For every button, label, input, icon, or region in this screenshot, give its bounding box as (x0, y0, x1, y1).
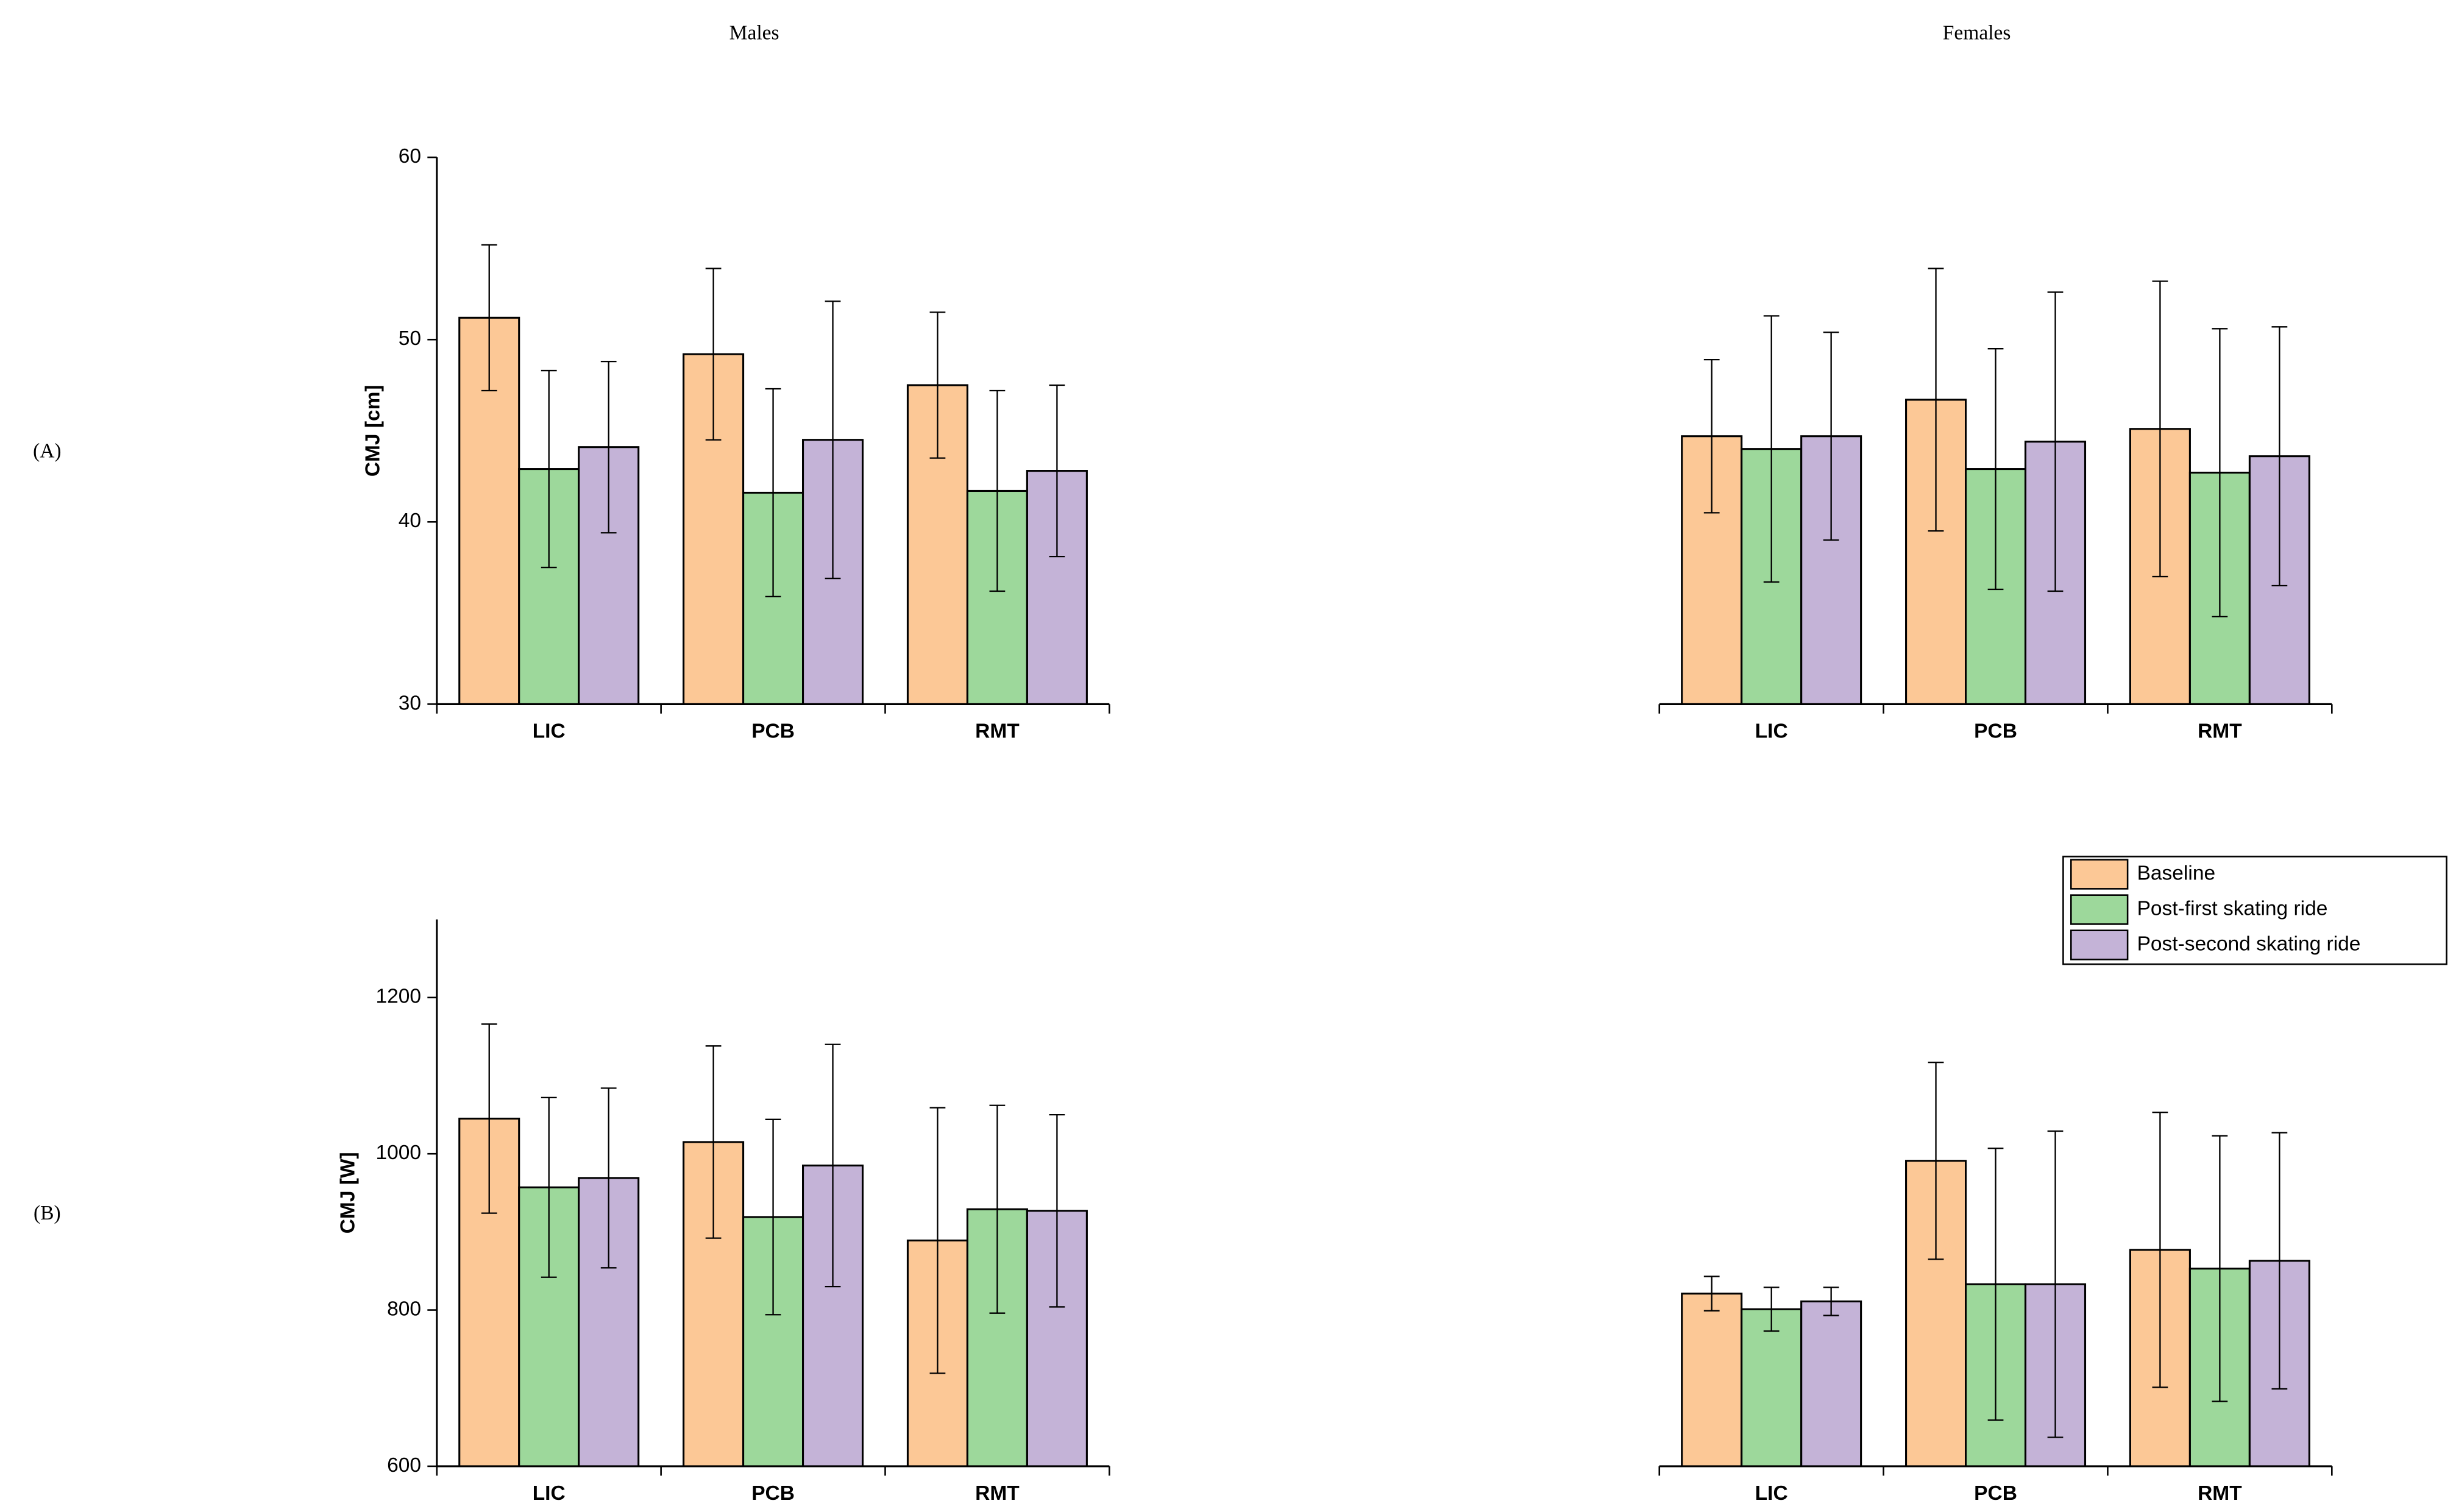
y-tick-label: 600 (387, 1454, 421, 1477)
legend-swatch (2070, 929, 2129, 960)
x-tick-label: LIC (1755, 1482, 1788, 1505)
x-tick-label: PCB (1974, 1482, 2017, 1505)
error-bar (929, 1107, 946, 1374)
x-tick-label: PCB (751, 1482, 795, 1505)
error-bar (2271, 326, 2288, 587)
panel-label: (B) (34, 1202, 61, 1224)
bar (1681, 1293, 1743, 1468)
y-tick-label: 40 (399, 509, 421, 532)
error-bar (929, 311, 946, 459)
error-bar (600, 1087, 617, 1269)
error-bar (765, 388, 781, 598)
error-bar (825, 300, 841, 580)
x-tick-label: LIC (533, 720, 566, 743)
error-bar (1049, 384, 1065, 558)
error-bar (989, 389, 1006, 592)
panel-title: Males (729, 22, 779, 44)
y-tick-label: 60 (399, 145, 421, 168)
error-bar (2152, 1112, 2168, 1388)
error-bar (2047, 291, 2064, 592)
y-axis-label: CMJ [cm] (362, 385, 385, 477)
bar (1741, 1308, 1803, 1468)
legend-label: Baseline (2137, 862, 2216, 884)
error-bar (2152, 280, 2168, 578)
x-tick-label: PCB (751, 720, 795, 743)
error-bar (2212, 328, 2228, 618)
error-bar (2271, 1132, 2288, 1390)
error-bar (1703, 1276, 1720, 1312)
bar (578, 446, 640, 705)
error-bar (2047, 1130, 2064, 1438)
x-tick-label: RMT (975, 1482, 1020, 1505)
y-tick-label: 50 (399, 327, 421, 350)
x-tick-label: RMT (2198, 1482, 2242, 1505)
legend-label: Post-second skating ride (2137, 932, 2361, 955)
y-axis-label: CMJ [W] (336, 1152, 359, 1233)
error-bar (481, 1023, 497, 1214)
y-tick-label: 1000 (375, 1141, 421, 1164)
panel-label: (A) (33, 440, 62, 463)
error-bar (1987, 348, 2004, 591)
bar (518, 468, 580, 705)
panel-title: Females (1943, 22, 2011, 44)
y-tick-label: 800 (387, 1297, 421, 1320)
error-bar (825, 1043, 841, 1288)
error-bar (1928, 1062, 1944, 1260)
legend-swatch (2070, 859, 2129, 890)
error-bar (1049, 1113, 1065, 1308)
error-bar (1703, 358, 1720, 514)
error-bar (481, 244, 497, 392)
error-bar (765, 1118, 781, 1316)
y-tick-label: 30 (399, 692, 421, 714)
error-bar (705, 268, 722, 441)
legend-label: Post-first skating ride (2137, 897, 2328, 920)
legend-swatch (2070, 894, 2129, 925)
error-bar (600, 360, 617, 534)
error-bar (989, 1104, 1006, 1314)
error-bar (2212, 1135, 2228, 1402)
bar (1800, 1300, 1862, 1468)
x-tick-label: RMT (975, 720, 1020, 743)
error-bar (1763, 315, 1780, 583)
error-bar (541, 1096, 557, 1278)
y-tick-label: 1200 (375, 985, 421, 1008)
error-bar (1823, 1287, 1839, 1316)
x-tick-label: PCB (1974, 720, 2017, 743)
error-bar (1987, 1148, 2004, 1421)
x-tick-label: RMT (2198, 720, 2242, 743)
error-bar (541, 369, 557, 569)
error-bar (1763, 1287, 1780, 1332)
error-bar (1928, 268, 1944, 532)
error-bar (705, 1045, 722, 1239)
x-tick-label: LIC (1755, 720, 1788, 743)
x-tick-label: LIC (533, 1482, 566, 1505)
error-bar (1823, 332, 1839, 541)
